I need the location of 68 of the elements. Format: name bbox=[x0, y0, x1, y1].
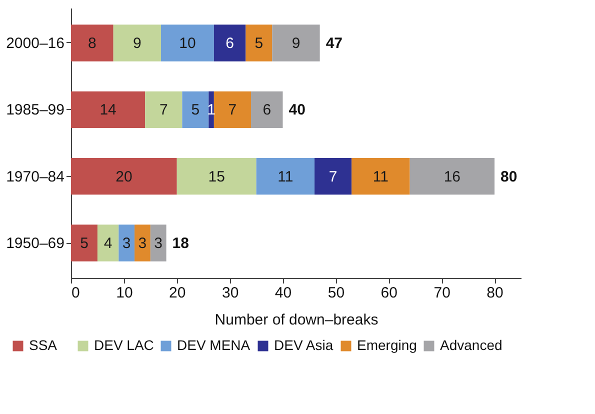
bar bbox=[71, 24, 114, 62]
total-label: 18 bbox=[172, 235, 189, 252]
bar bbox=[97, 224, 119, 262]
data-label: 15 bbox=[208, 168, 225, 186]
data-label: 6 bbox=[226, 35, 234, 52]
x-tick-label: 80 bbox=[486, 284, 504, 302]
total-label: 80 bbox=[500, 168, 518, 186]
data-label: 7 bbox=[328, 168, 338, 186]
x-tick-label: 20 bbox=[169, 284, 186, 302]
bar bbox=[256, 158, 315, 195]
bar bbox=[145, 91, 182, 128]
bar bbox=[113, 24, 161, 62]
data-label: 10 bbox=[179, 35, 196, 52]
x-tick-label: 0 bbox=[72, 284, 80, 302]
bar bbox=[214, 24, 246, 62]
bar bbox=[314, 158, 352, 195]
total-label: 40 bbox=[288, 102, 306, 119]
bar bbox=[150, 224, 166, 262]
bar bbox=[246, 24, 272, 62]
x-tick-label: 70 bbox=[434, 284, 450, 302]
data-label: 3 bbox=[154, 235, 163, 252]
legend-label: DEV MENA bbox=[177, 337, 251, 353]
bar bbox=[410, 158, 495, 195]
bar bbox=[71, 224, 98, 262]
data-label: 8 bbox=[88, 35, 96, 52]
bar bbox=[182, 91, 209, 128]
data-label: 3 bbox=[138, 235, 147, 252]
data-label: 14 bbox=[100, 102, 116, 119]
data-label: 16 bbox=[444, 168, 461, 186]
data-label: 6 bbox=[262, 102, 272, 119]
data-label: 11 bbox=[278, 168, 294, 186]
legend-label: DEV Asia bbox=[274, 337, 334, 353]
y-tick-label: 1970–84 bbox=[6, 168, 64, 186]
data-label: 11 bbox=[372, 168, 388, 186]
data-label: 9 bbox=[133, 35, 142, 52]
data-label: 3 bbox=[122, 235, 131, 252]
x-tick-label: 50 bbox=[328, 284, 345, 302]
bar bbox=[214, 91, 251, 128]
legend-label: SSA bbox=[29, 337, 58, 353]
data-label: 7 bbox=[159, 102, 168, 119]
data-label: 20 bbox=[116, 168, 132, 186]
y-tick-label: 2000–16 bbox=[6, 35, 64, 52]
x-axis-title: Number of down–breaks bbox=[214, 312, 378, 328]
y-tick-label: 1985–99 bbox=[6, 102, 64, 119]
bar bbox=[176, 158, 256, 195]
x-tick-label: 40 bbox=[274, 284, 292, 302]
legend-label: Emerging bbox=[357, 337, 417, 353]
total-label: 47 bbox=[326, 35, 343, 52]
x-tick-label: 60 bbox=[380, 284, 398, 302]
data-label: 9 bbox=[292, 35, 300, 52]
legend-label: DEV LAC bbox=[94, 337, 154, 353]
x-tick-label: 10 bbox=[116, 284, 133, 302]
bar bbox=[71, 158, 177, 195]
bar bbox=[134, 224, 150, 262]
bar bbox=[352, 158, 410, 195]
bar bbox=[272, 24, 320, 62]
bar bbox=[71, 91, 146, 128]
data-label: 4 bbox=[104, 235, 112, 252]
data-label: 5 bbox=[80, 235, 88, 252]
data-label: 5 bbox=[254, 35, 264, 52]
legend-label: Advanced bbox=[440, 337, 502, 353]
data-label: 5 bbox=[191, 102, 200, 119]
bar bbox=[251, 91, 283, 128]
bar bbox=[161, 24, 214, 62]
bar bbox=[118, 224, 135, 262]
data-label: 7 bbox=[228, 102, 237, 119]
x-tick-label: 30 bbox=[222, 284, 239, 302]
y-tick-label: 1950–69 bbox=[6, 235, 64, 252]
